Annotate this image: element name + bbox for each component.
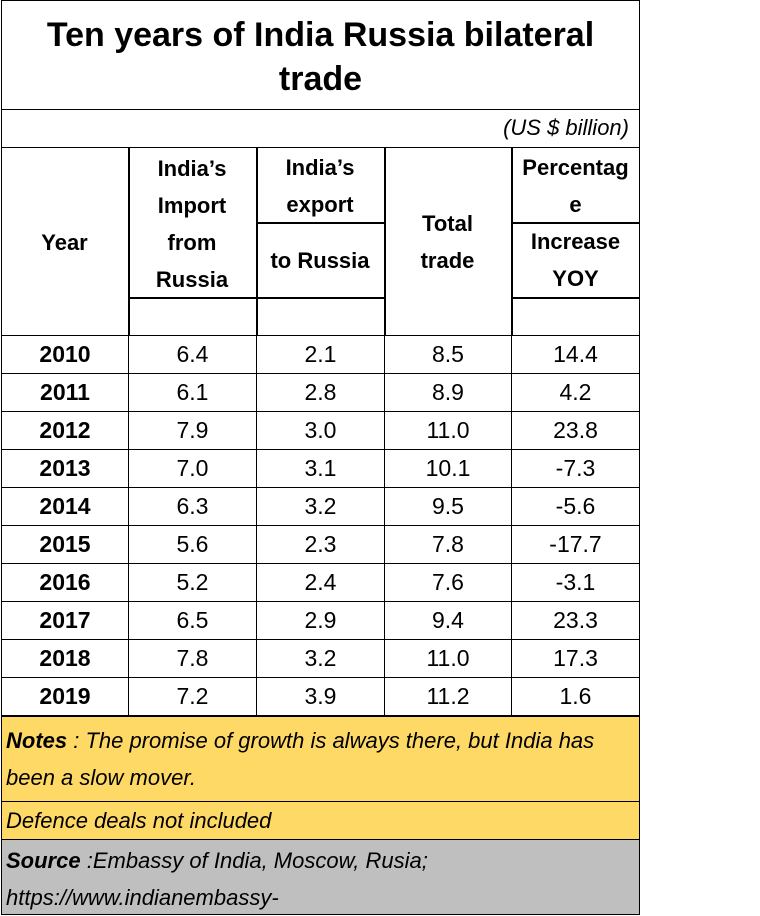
cell-export: 3.9 [256, 678, 384, 716]
notes-text: : The promise of growth is always there,… [6, 728, 595, 790]
cell-year: 2018 [1, 640, 128, 678]
cell-import: 7.8 [128, 640, 256, 678]
cell-pct: 17.3 [511, 640, 640, 678]
header-export-line-2: export [286, 192, 354, 217]
cell-import: 6.1 [128, 374, 256, 412]
cell-export: 2.9 [256, 602, 384, 640]
cell-year: 2010 [1, 336, 128, 374]
cell-pct: 14.4 [511, 336, 640, 374]
header-export-top: India’s export [256, 150, 384, 222]
header-hline-export-mid [256, 222, 385, 224]
header-hline-import-low [128, 297, 257, 299]
cell-pct: -17.7 [511, 526, 640, 564]
cell-export: 2.3 [256, 526, 384, 564]
header-block [1, 148, 640, 336]
table-title: Ten years of India Russia bilateral trad… [1, 0, 640, 110]
cell-total: 11.0 [384, 640, 511, 678]
trade-table: Ten years of India Russia bilateral trad… [1, 0, 640, 915]
cell-total: 9.4 [384, 602, 511, 640]
header-year: Year [41, 229, 88, 255]
cell-import: 6.5 [128, 602, 256, 640]
cell-pct: 23.3 [511, 602, 640, 640]
header-vline-1 [128, 148, 130, 336]
header-hline-pct-mid [511, 222, 640, 224]
cell-total: 8.9 [384, 374, 511, 412]
header-export-line-1: India’s [285, 155, 355, 180]
unit-label: (US $ billion) [1, 110, 640, 148]
cell-export: 2.4 [256, 564, 384, 602]
cell-export: 3.2 [256, 640, 384, 678]
header-import-line-1: India’s [157, 156, 227, 181]
header-total-line-2: trade [420, 248, 475, 273]
source-text: :Embassy of India, Moscow, Rusia; https:… [6, 848, 428, 910]
cell-total: 11.0 [384, 412, 511, 450]
notes-label: Notes [6, 728, 68, 753]
cell-year: 2015 [1, 526, 128, 564]
cell-import: 7.9 [128, 412, 256, 450]
cell-total: 11.2 [384, 678, 511, 716]
header-pct-line-3: Increase [530, 229, 621, 254]
header-vline-3 [384, 148, 386, 336]
header-import-line-3: from [167, 230, 217, 255]
cell-pct: 23.8 [511, 412, 640, 450]
header-pct-line-4: YOY [552, 266, 599, 291]
cell-year: 2017 [1, 602, 128, 640]
defence-note: Defence deals not included [1, 802, 640, 840]
header-import-line-4: Russia [155, 267, 229, 292]
cell-export: 3.1 [256, 450, 384, 488]
title-line-1: Ten years of India Russia bilateral [46, 16, 595, 54]
source-label: Source [6, 848, 81, 873]
cell-pct: 4.2 [511, 374, 640, 412]
cell-export: 3.2 [256, 488, 384, 526]
cell-year: 2012 [1, 412, 128, 450]
header-pct-line-1: Percentag [522, 155, 629, 180]
cell-total: 7.6 [384, 564, 511, 602]
header-vline-2 [256, 148, 258, 336]
header-pct-line-2: e [569, 192, 582, 217]
cell-pct: 1.6 [511, 678, 640, 716]
header-total-line-1: Total [422, 211, 473, 236]
header-pct-top: Percentag e [511, 150, 640, 222]
cell-total: 7.8 [384, 526, 511, 564]
cell-pct: -5.6 [511, 488, 640, 526]
cell-year: 2014 [1, 488, 128, 526]
cell-total: 9.5 [384, 488, 511, 526]
cell-pct: -7.3 [511, 450, 640, 488]
cell-import: 6.4 [128, 336, 256, 374]
cell-import: 7.2 [128, 678, 256, 716]
cell-export: 3.0 [256, 412, 384, 450]
cell-export: 2.1 [256, 336, 384, 374]
cell-import: 5.6 [128, 526, 256, 564]
cell-year: 2019 [1, 678, 128, 716]
title-line-2: trade [278, 60, 363, 98]
header-import: India’s Import from Russia [128, 150, 256, 298]
cell-import: 7.0 [128, 450, 256, 488]
cell-import: 5.2 [128, 564, 256, 602]
cell-year: 2016 [1, 564, 128, 602]
header-vline-4 [511, 148, 513, 336]
header-import-line-2: Import [157, 193, 227, 218]
cell-year: 2011 [1, 374, 128, 412]
header-pct-bottom: Increase YOY [511, 223, 640, 297]
header-export-bottom: to Russia [270, 247, 370, 273]
cell-year: 2013 [1, 450, 128, 488]
header-hline-pct-low [511, 297, 640, 299]
source-row: Source :Embassy of India, Moscow, Rusia;… [1, 840, 640, 915]
cell-export: 2.8 [256, 374, 384, 412]
cell-total: 8.5 [384, 336, 511, 374]
cell-pct: -3.1 [511, 564, 640, 602]
header-hline-export-low [256, 297, 385, 299]
header-total: Total trade [384, 148, 511, 336]
cell-import: 6.3 [128, 488, 256, 526]
cell-total: 10.1 [384, 450, 511, 488]
notes-row: Notes : The promise of growth is always … [1, 716, 640, 802]
